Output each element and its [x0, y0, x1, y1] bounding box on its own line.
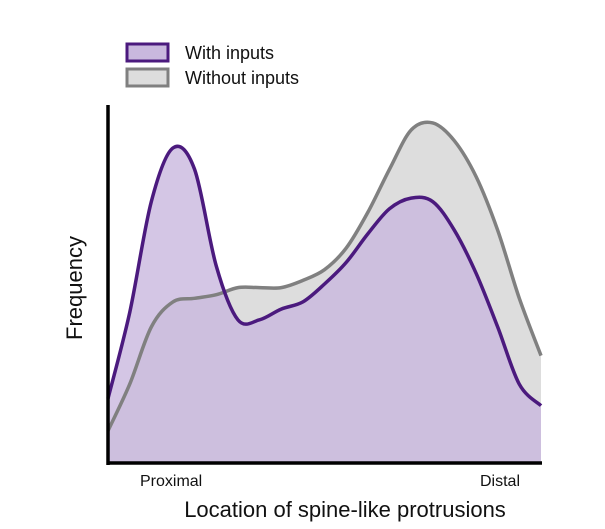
legend: With inputs Without inputs [125, 42, 299, 88]
x-axis-title: Location of spine-like protrusions [184, 497, 506, 522]
x-tick-label-proximal: Proximal [140, 473, 202, 490]
legend-swatch-without-inputs [125, 67, 170, 88]
series-line-with-inputs [106, 144, 543, 408]
series-areas [106, 120, 543, 464]
legend-swatch-with-inputs [125, 42, 170, 63]
legend-label-without-inputs: Without inputs [185, 68, 299, 88]
y-axis-title: Frequency [62, 236, 87, 340]
series-line-without-inputs [106, 120, 543, 432]
area-fill-with-inputs [108, 146, 541, 463]
x-tick-label-distal: Distal [480, 473, 520, 490]
legend-label-with-inputs: With inputs [185, 43, 274, 63]
